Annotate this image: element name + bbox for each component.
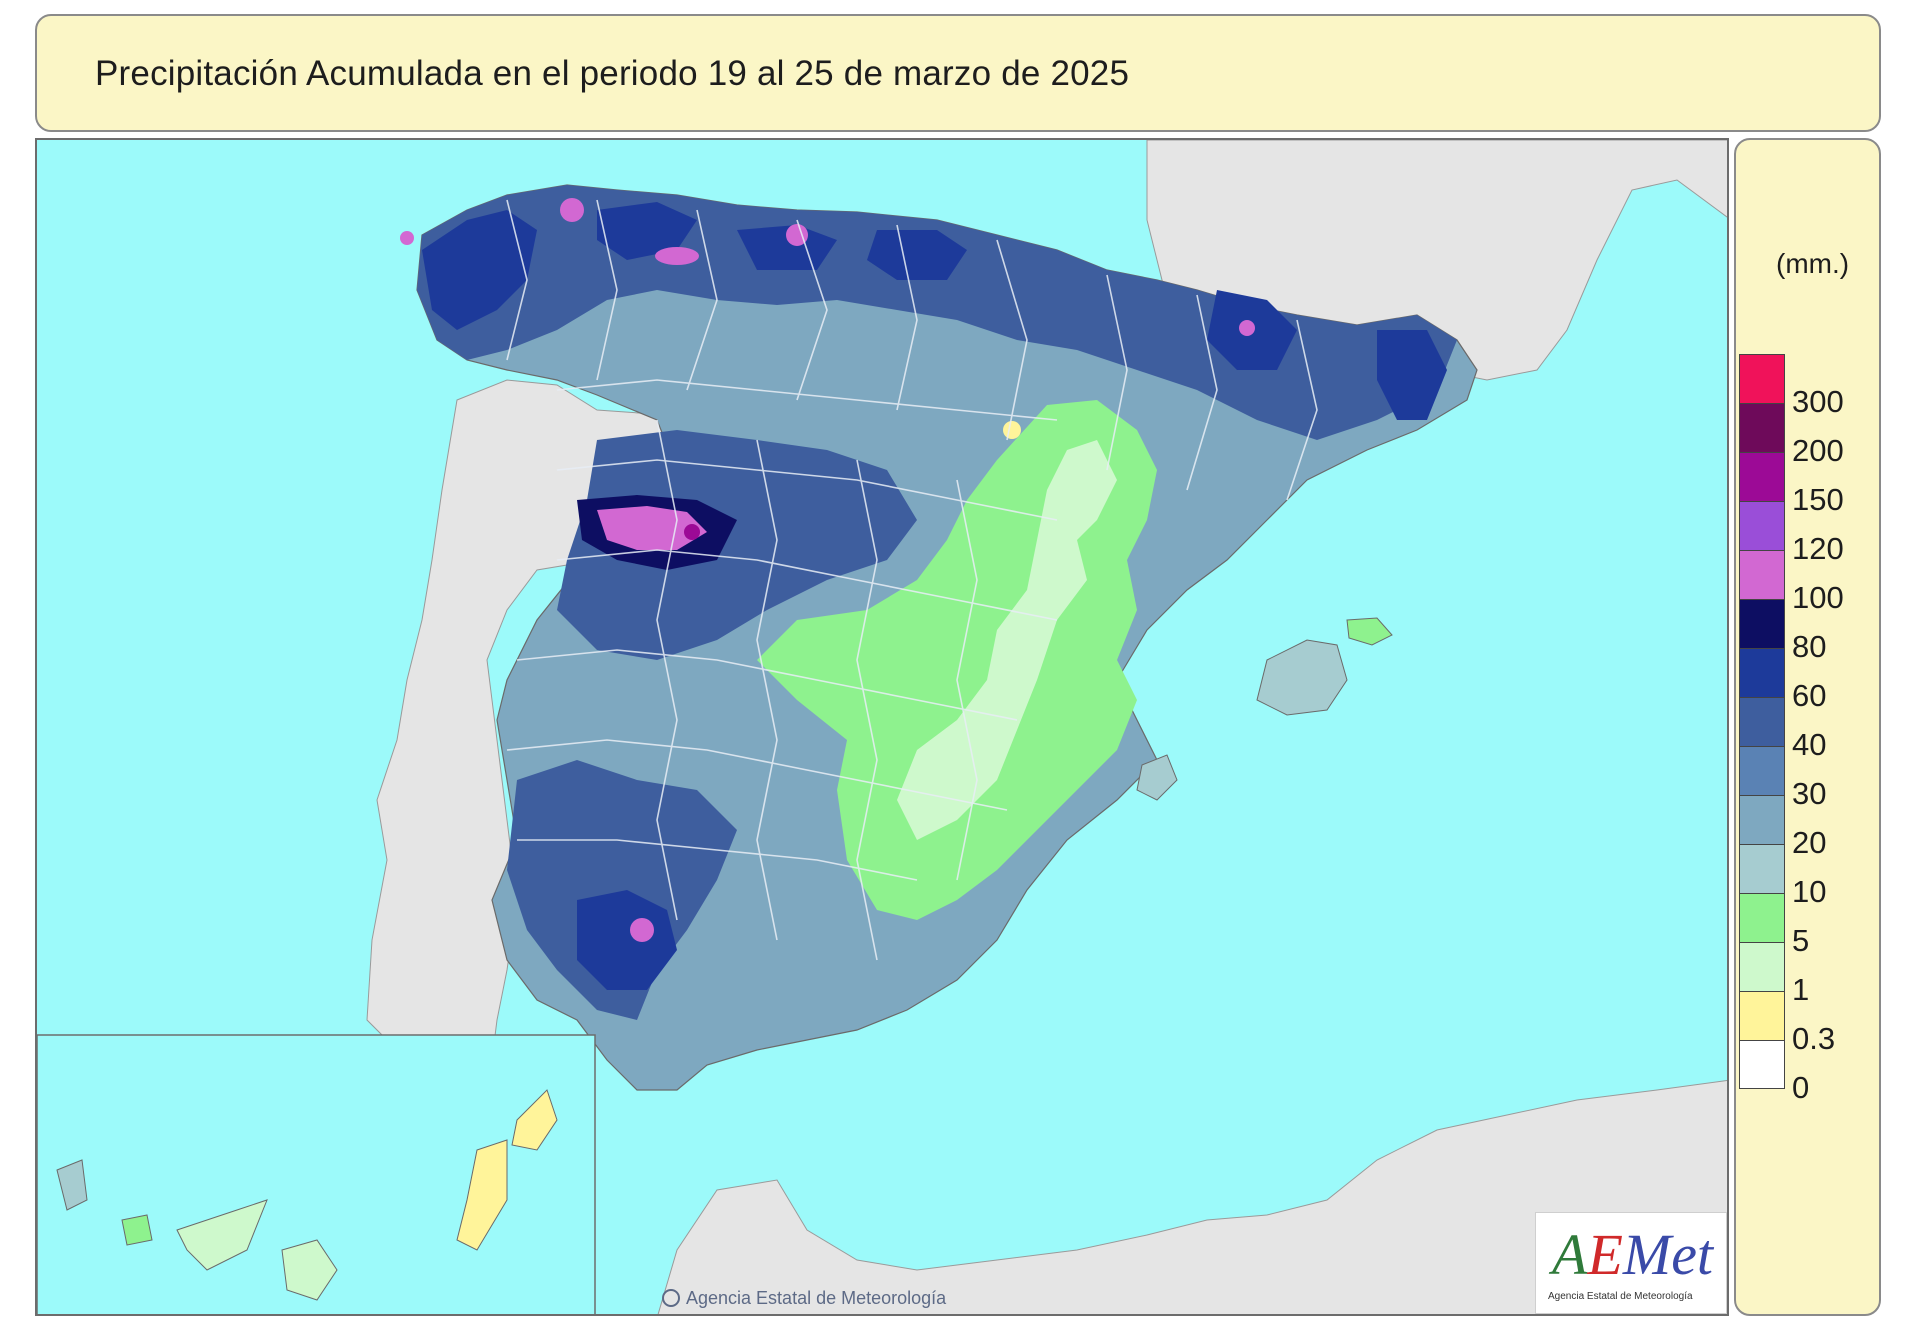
legend-label-13: 0.3	[1792, 1021, 1836, 1056]
map-title: Precipitación Acumulada en el periodo 19…	[95, 54, 1130, 93]
legend-label-10: 10	[1792, 874, 1827, 909]
map-frame	[35, 138, 1729, 1316]
legend-swatch-6	[1739, 648, 1785, 697]
legend-label-8: 30	[1792, 776, 1827, 811]
legend-label-1: 200	[1792, 433, 1844, 468]
legend-label-0: 300	[1792, 384, 1844, 419]
ibiza	[1136, 754, 1178, 801]
province-borders	[506, 199, 1318, 961]
canary-island-5	[456, 1139, 508, 1251]
legend-swatch-8	[1739, 746, 1785, 795]
legend-unit: (mm.)	[1776, 248, 1850, 279]
south-wet-zone	[507, 760, 737, 1020]
legend-swatch-13	[1739, 991, 1785, 1040]
map-credit: Agencia Estatal de Meteorología	[662, 1288, 946, 1309]
logo-subtitle: Agencia Estatal de Meteorología	[1548, 1291, 1693, 1302]
legend-label-6: 60	[1792, 678, 1827, 713]
wet-spot-3	[655, 247, 699, 265]
mallorca	[1256, 639, 1348, 716]
wet-spot-2	[400, 231, 414, 245]
legend-label-2: 150	[1792, 482, 1844, 517]
aemet-logo: AEMet Agencia Estatal de Meteorología	[1535, 1212, 1727, 1314]
wet-spot-1	[560, 198, 584, 222]
legend-bar	[1739, 354, 1785, 1089]
legend-swatch-12	[1739, 942, 1785, 991]
wet-spot-5	[1239, 320, 1255, 336]
title-box: Precipitación Acumulada en el periodo 19…	[35, 14, 1881, 132]
legend-swatch-7	[1739, 697, 1785, 746]
logo-text: AEMet	[1552, 1222, 1714, 1287]
legend-label-7: 40	[1792, 727, 1827, 762]
central-wet-zone	[557, 430, 917, 660]
legend-swatch-10	[1739, 844, 1785, 893]
legend-swatch-5	[1739, 599, 1785, 648]
north-very-wet	[422, 202, 1447, 420]
legend-swatch-2	[1739, 452, 1785, 501]
legend-swatch-3	[1739, 501, 1785, 550]
legend-swatch-9	[1739, 795, 1785, 844]
south-very-wet	[577, 890, 677, 990]
legend-label-14: 0	[1792, 1070, 1810, 1105]
south-spot	[630, 918, 654, 942]
central-extreme	[597, 506, 707, 550]
africa-land	[657, 1080, 1727, 1314]
dry-spot	[1003, 421, 1021, 439]
canary-island-3	[176, 1199, 268, 1271]
legend-label-3: 120	[1792, 531, 1844, 566]
legend-swatch-0	[1739, 354, 1785, 403]
wet-spot-4	[786, 224, 808, 246]
menorca	[1346, 617, 1393, 646]
legend-swatch-11	[1739, 893, 1785, 942]
east-very-dry	[897, 440, 1117, 840]
canary-island-6	[511, 1089, 558, 1151]
legend-label-4: 100	[1792, 580, 1844, 615]
legend-label-12: 1	[1792, 972, 1810, 1007]
legend-swatch-4	[1739, 550, 1785, 599]
canary-island-1	[56, 1159, 88, 1211]
legend-label-11: 5	[1792, 923, 1810, 958]
legend-label-5: 80	[1792, 629, 1827, 664]
canary-island-2	[121, 1214, 153, 1246]
legend-swatch-14	[1739, 1040, 1785, 1089]
legend-label-9: 20	[1792, 825, 1827, 860]
canary-island-4	[281, 1239, 338, 1301]
legend-swatch-1	[1739, 403, 1785, 452]
central-spot	[684, 524, 700, 540]
copyright-icon	[662, 1289, 680, 1307]
map-svg	[37, 140, 1727, 1314]
